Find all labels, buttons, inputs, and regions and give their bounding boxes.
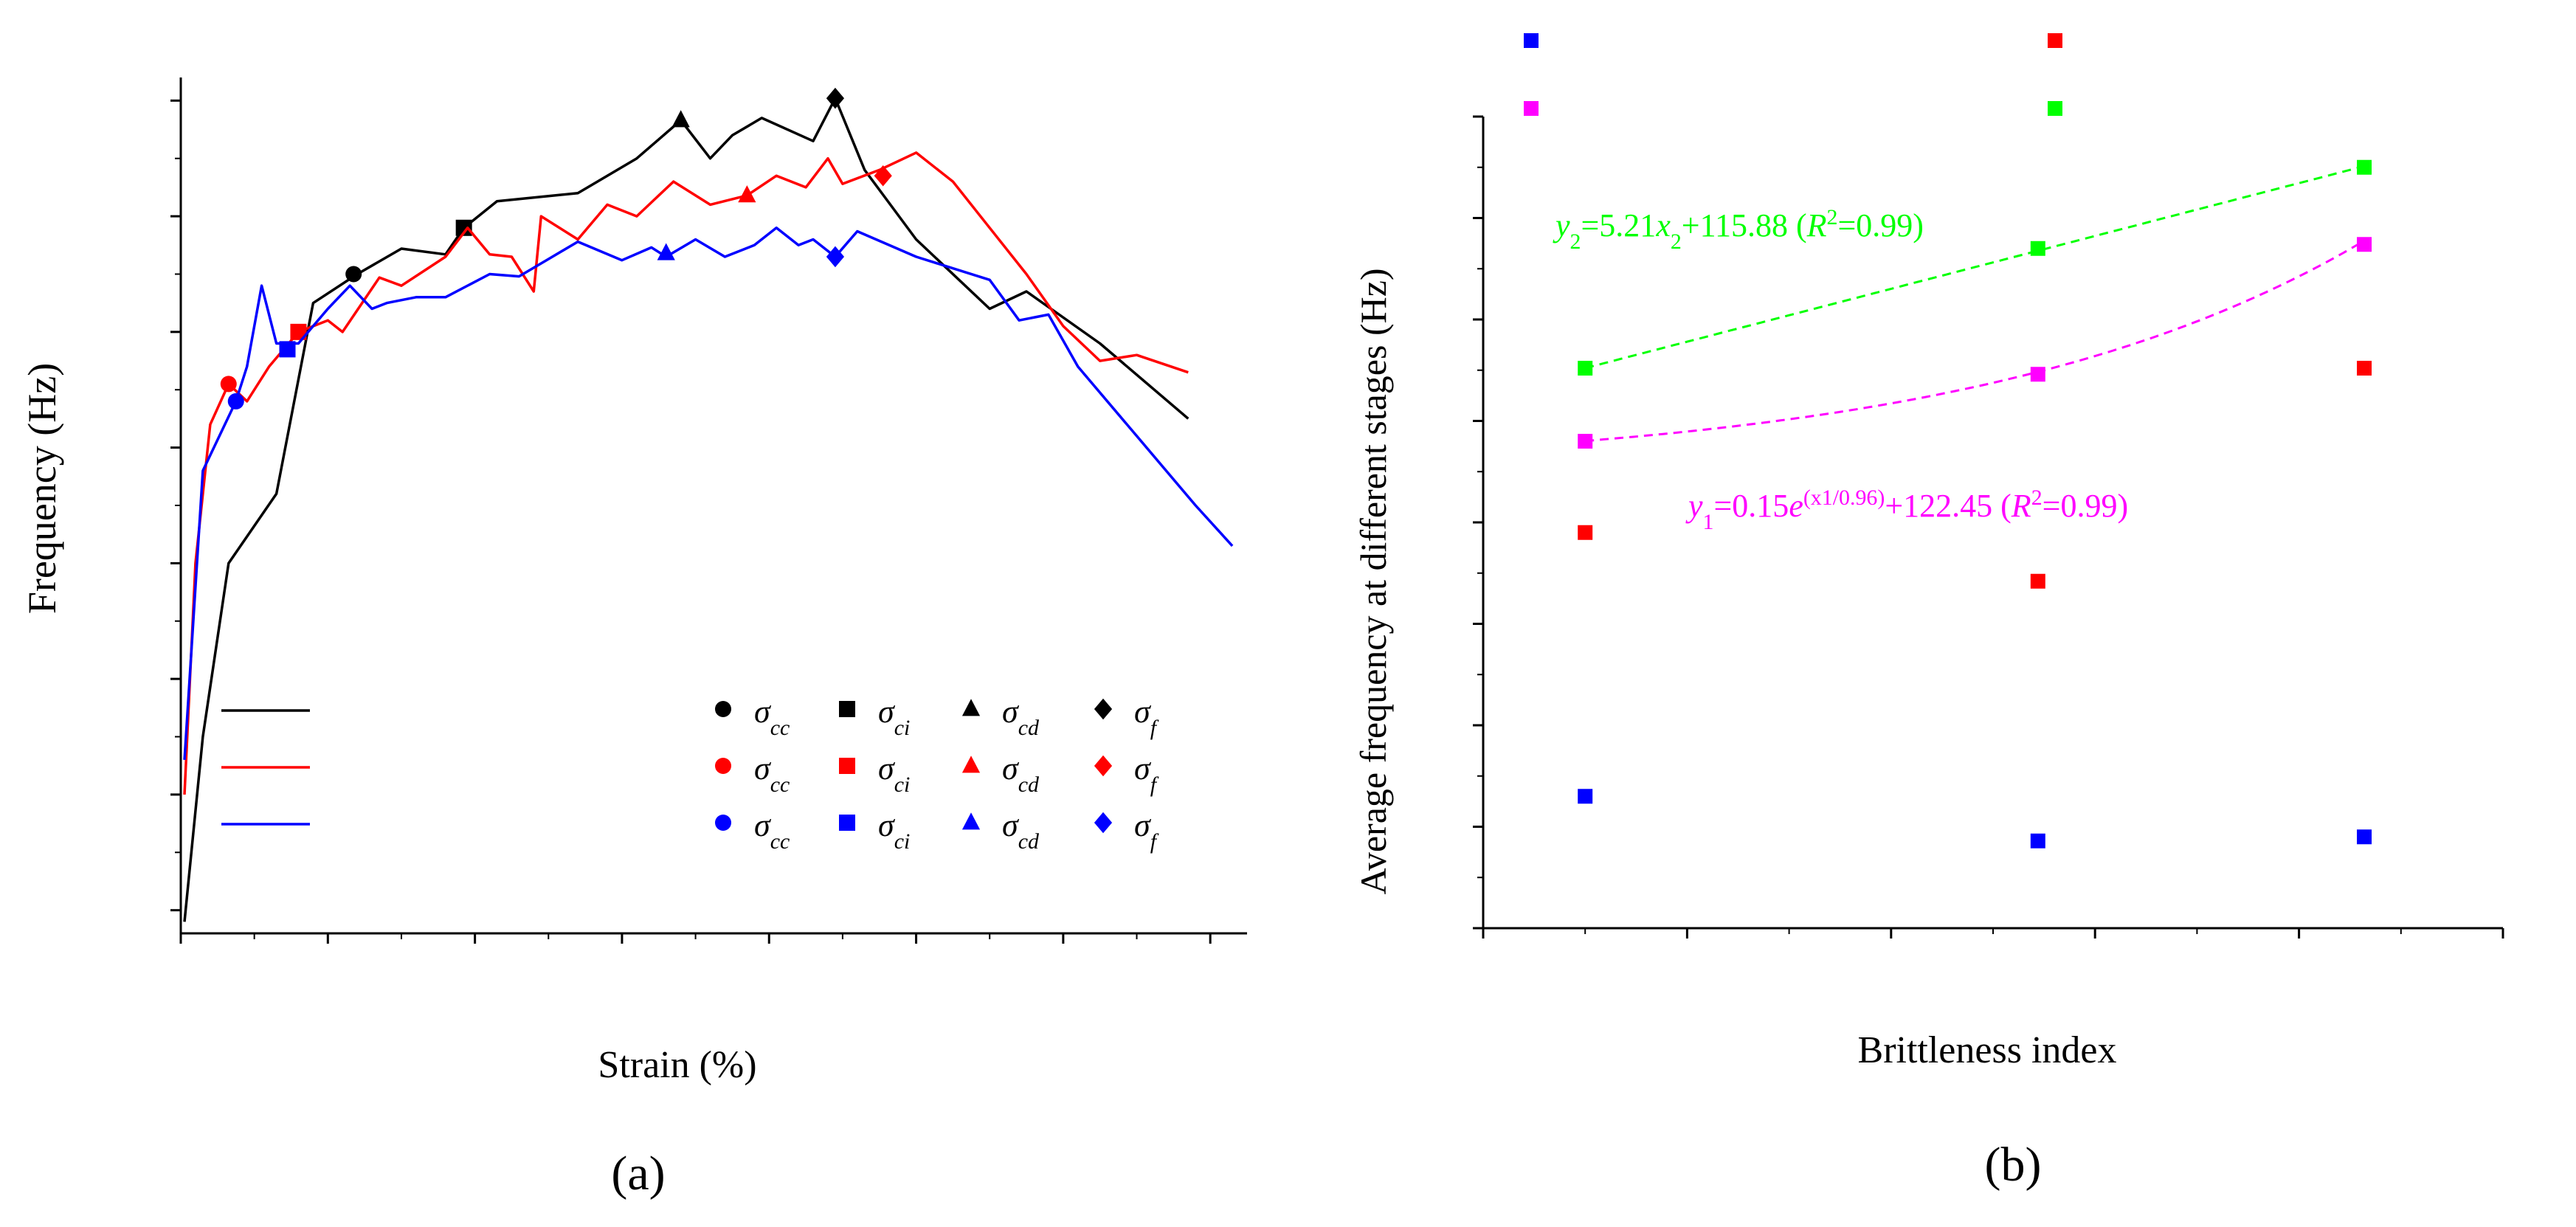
stage-marker-diamond — [874, 165, 892, 187]
panel-a-axes — [170, 77, 1247, 944]
scatter-point-series-0 — [2357, 829, 2372, 845]
legend-marker-circle — [715, 758, 731, 774]
legend-stress-symbol: σcd — [1002, 694, 1040, 740]
series-line-1 — [183, 151, 1189, 795]
panel-b-y-axis-label: Average frequency at different stages (H… — [1353, 268, 1394, 894]
stage-marker-diamond — [826, 246, 845, 268]
series-line-0 — [183, 97, 1189, 922]
legend-marker-diamond — [1094, 812, 1113, 834]
series-line-2 — [183, 227, 1234, 761]
fit-curve-0 — [1584, 165, 2365, 370]
scatter-point-series-0 — [1578, 789, 1593, 804]
stage-marker-diamond — [826, 87, 845, 109]
panel-a-y-axis-label: Frequency (Hz) — [20, 363, 64, 614]
panel-b-legend — [1524, 33, 2062, 116]
scatter-point-series-2 — [2030, 367, 2045, 382]
legend-marker-triangle — [961, 756, 981, 773]
legend-stress-symbol: σf — [1134, 807, 1159, 854]
stage-marker-triangle — [671, 110, 690, 128]
legend-square-marker — [2048, 33, 2062, 48]
stage-marker-square — [455, 219, 472, 236]
legend-stress-symbol: σcd — [1002, 750, 1040, 797]
legend-marker-diamond — [1094, 698, 1113, 720]
scatter-point-series-3 — [2357, 159, 2372, 175]
legend-marker-square — [839, 758, 855, 774]
legend-marker-triangle — [961, 699, 981, 716]
stage-marker-square — [290, 323, 307, 340]
legend-stress-symbol: σci — [878, 807, 910, 854]
panel-b-fit-labels: y2=5.21x2+115.88 (R2=0.99) y1=0.15e(x1/0.… — [1553, 205, 2128, 534]
legend-stress-symbol: σci — [878, 750, 910, 797]
legend-stress-symbol: σcc — [754, 807, 790, 854]
legend-stress-symbol: σci — [878, 694, 910, 740]
fit-curve-1 — [1585, 240, 2365, 443]
legend-marker-diamond — [1094, 755, 1113, 777]
legend-marker-square — [839, 701, 855, 717]
panel-b-chart: Brittleness index Average frequency at d… — [1353, 33, 2504, 1192]
panel-b-axes — [1473, 115, 2504, 939]
legend-marker-circle — [715, 815, 731, 831]
scatter-point-series-1 — [2357, 361, 2372, 376]
scatter-point-series-1 — [2030, 573, 2045, 589]
legend-square-marker — [2048, 101, 2062, 116]
panel-b-caption: (b) — [1985, 1138, 2042, 1192]
legend-stress-symbol: σf — [1134, 694, 1159, 740]
scatter-point-series-3 — [2030, 241, 2045, 256]
scatter-point-series-1 — [1578, 525, 1593, 540]
legend-stress-symbol: σcc — [754, 750, 790, 797]
legend-stress-symbol: σcd — [1002, 807, 1040, 854]
legend-stress-symbol: σf — [1134, 750, 1159, 797]
scatter-point-series-3 — [1578, 361, 1593, 376]
stage-marker-circle — [345, 266, 362, 283]
scatter-point-series-2 — [2357, 237, 2372, 252]
legend-marker-triangle — [961, 812, 981, 830]
legend-marker-square — [839, 815, 855, 831]
fit-equation-exponential: y1=0.15e(x1/0.96)+122.45 (R2=0.99) — [1685, 485, 2128, 534]
panel-a-legend: σcc σci σcd σf σcc σci σcd σf σcc σci σcd σf — [221, 694, 1159, 854]
legend-square-marker — [1524, 33, 1539, 48]
scatter-point-series-0 — [2030, 833, 2045, 848]
stage-marker-square — [279, 341, 296, 358]
fit-equation-linear: y2=5.21x2+115.88 (R2=0.99) — [1553, 205, 1924, 254]
scatter-point-series-2 — [1578, 434, 1593, 449]
panel-a-x-axis-label: Strain (%) — [598, 1044, 756, 1086]
stage-marker-triangle — [738, 185, 756, 203]
panel-a-caption: (a) — [611, 1147, 665, 1200]
stage-marker-circle — [220, 376, 237, 393]
panel-b-x-axis-label: Brittleness index — [1858, 1029, 2117, 1071]
stage-marker-triangle — [657, 243, 675, 260]
panel-a-chart: Strain (%) Frequency (Hz) σcc σci σcd σfσcc… — [20, 77, 1247, 1200]
panel-b-plot-area — [1578, 159, 2372, 848]
legend-marker-circle — [715, 701, 731, 717]
stage-marker-circle — [227, 393, 244, 409]
legend-stress-symbol: σcc — [754, 694, 790, 740]
panel-a-plot-area — [183, 87, 1234, 922]
legend-square-marker — [1524, 101, 1539, 116]
